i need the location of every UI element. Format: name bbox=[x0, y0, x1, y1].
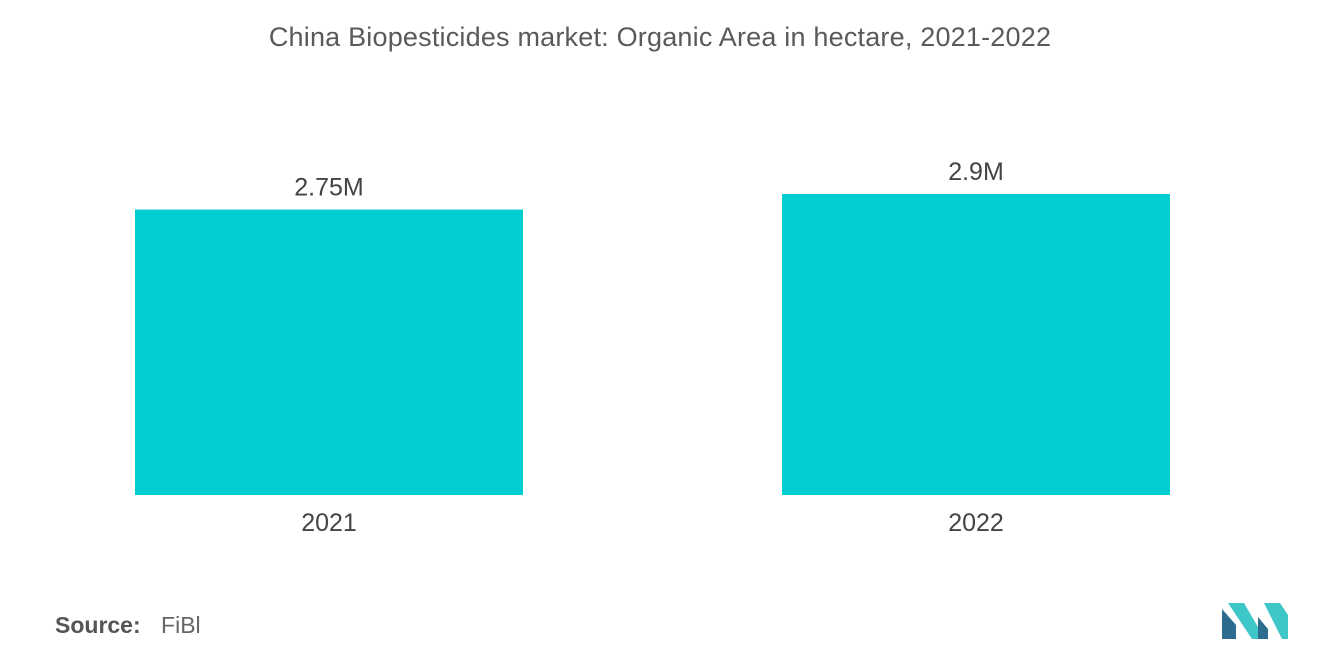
mordor-intelligence-logo-icon bbox=[1222, 603, 1288, 639]
bar-chart: 2.75M 2021 2.9M 2022 bbox=[135, 158, 1170, 537]
x-tick-label-2021: 2021 bbox=[301, 509, 357, 537]
chart-title: China Biopesticides market: Organic Area… bbox=[268, 22, 1052, 52]
bar-2022 bbox=[782, 194, 1170, 495]
bar-2021 bbox=[135, 209, 523, 495]
data-label-2021: 2.75M bbox=[294, 174, 363, 202]
source-note: Source: FiBl bbox=[55, 612, 201, 639]
source-value: FiBl bbox=[161, 612, 201, 638]
source-label: Source: bbox=[55, 612, 141, 638]
data-label-2022: 2.9M bbox=[948, 158, 1004, 186]
x-tick-label-2022: 2022 bbox=[948, 509, 1004, 537]
